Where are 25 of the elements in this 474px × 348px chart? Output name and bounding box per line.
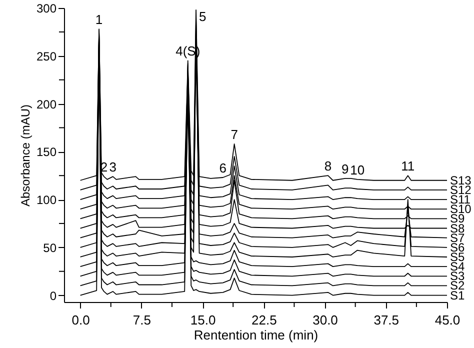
annotation: 8 [324,158,332,174]
x-tick-label: 37.5 [374,312,400,328]
y-tick-label: 50 [43,240,57,255]
annotation: 6 [219,160,227,176]
x-tick-label: 45.0 [434,312,460,328]
x-axis-title: Rentention time (min) [194,328,318,342]
y-axis-title: Absorbance (mAU) [18,104,32,207]
x-tick-label: 30.0 [312,312,338,328]
x-tick-label: 0.0 [72,312,90,328]
annotation: 1 [95,12,103,28]
annotation: 7 [230,126,238,142]
annotation: 5 [199,8,206,24]
y-tick-label: 100 [36,193,57,208]
y-tick-label: 200 [36,97,57,112]
y-tick-label: 150 [36,145,57,160]
y-tick-label: 0 [50,288,57,303]
y-tick-label: 250 [36,49,57,64]
annotation: 11 [401,158,415,174]
annotation: 10 [350,162,365,178]
annotation: 3 [109,160,117,175]
y-tick-label: 300 [36,2,57,16]
x-tick-label: 7.5 [132,312,151,328]
x-tick-label: 22.5 [251,312,277,328]
annotation: 9 [342,161,349,176]
x-tick-label: 15.0 [190,312,216,328]
